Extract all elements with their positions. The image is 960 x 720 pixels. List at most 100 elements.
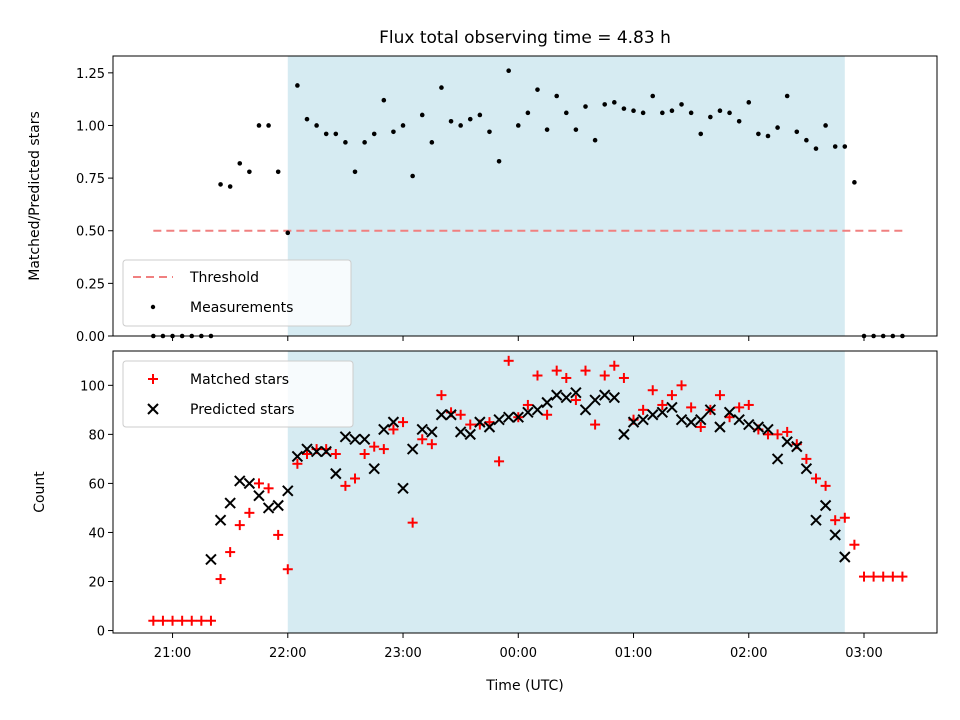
- matched-star-point: [830, 515, 841, 526]
- matched-star-point: [177, 615, 188, 626]
- cross-b: [253, 489, 265, 502]
- observing-window-shade: [287, 351, 845, 633]
- measurement-point: [496, 158, 502, 164]
- measurement-point: [391, 129, 396, 135]
- predicted-star-point: [282, 485, 294, 497]
- predicted-star-point: [810, 514, 822, 526]
- matched-star-point: [714, 390, 725, 401]
- measurement-point: [275, 169, 281, 175]
- measurement-point: [295, 83, 300, 88]
- predicted-star-point: [771, 453, 784, 465]
- predicted-star-point: [416, 423, 428, 436]
- measurement-point: [669, 108, 675, 114]
- predicted-star-point: [234, 475, 246, 487]
- matched-star-point: [599, 370, 610, 381]
- observing-window-shade: [287, 56, 845, 336]
- cross-b: [743, 418, 755, 431]
- cross-b: [454, 426, 467, 438]
- cross-b: [147, 403, 159, 415]
- time-x-axis-label: Time (UTC): [485, 678, 563, 694]
- cross-b: [282, 485, 294, 497]
- predicted-star-point: [205, 553, 217, 566]
- predicted-star-point: [368, 462, 380, 475]
- ratio-y-axis-label: Matched/Predicted stars: [27, 111, 43, 281]
- predicted-star-point: [378, 423, 390, 436]
- measurement-point: [602, 102, 608, 107]
- measurement-point: [314, 123, 319, 128]
- cross-b: [464, 428, 476, 441]
- predicted-star-point: [550, 389, 563, 401]
- predicted-star-point: [685, 416, 697, 428]
- measurement-point: [813, 146, 819, 151]
- predicted-star-point: [599, 389, 611, 401]
- matched-star-point: [205, 615, 216, 626]
- predicted-star-point: [762, 423, 774, 436]
- matched-star-point: [551, 365, 562, 376]
- measurement-point: [352, 169, 358, 175]
- cross-b: [839, 551, 851, 563]
- cross-b: [522, 406, 534, 419]
- ratio-y-tick-label: 1.25: [76, 67, 105, 82]
- measurement-point: [410, 173, 415, 179]
- legend-threshold-label: Threshold: [189, 270, 259, 286]
- legend-cross-marker: [147, 403, 159, 415]
- measurement-point: [650, 93, 656, 99]
- measurement-point: [832, 144, 838, 149]
- cross-b: [829, 529, 841, 541]
- matched-star-point: [350, 473, 361, 484]
- measurement-point: [756, 131, 761, 137]
- matched-star-point: [734, 402, 745, 413]
- ratio-panel: 0.00 0.25 0.50 0.75 1.00 1.25 Flux total obse…: [27, 28, 938, 345]
- predicted-star-point: [243, 477, 256, 490]
- matched-star-point: [897, 571, 908, 582]
- matched-star-point: [849, 539, 860, 550]
- matched-star-point: [426, 439, 437, 450]
- measurement-point: [640, 110, 646, 116]
- measurement-point: [487, 129, 492, 135]
- predicted-star-point: [704, 404, 717, 416]
- cross-b: [320, 445, 332, 458]
- predicted-star-point: [570, 386, 582, 399]
- measurement-point: [333, 131, 339, 137]
- measurement-point: [467, 116, 473, 122]
- cross-b: [387, 416, 400, 428]
- measurement-point: [794, 129, 800, 135]
- predicted-star-point: [800, 462, 813, 475]
- cross-b: [262, 502, 275, 514]
- predicted-star-point: [358, 433, 371, 445]
- cross-b: [349, 433, 361, 445]
- matched-star-point: [301, 448, 312, 459]
- cross-b: [733, 413, 745, 426]
- cross-b: [502, 411, 515, 423]
- predicted-star-point: [435, 409, 448, 421]
- measurement-point: [784, 93, 790, 99]
- measurement-point: [717, 108, 723, 114]
- matched-star-point: [859, 571, 870, 582]
- cross-b: [752, 421, 765, 433]
- measurement-point: [842, 144, 848, 149]
- cross-b: [647, 409, 659, 421]
- count-legend: Matched stars Predicted stars: [122, 360, 354, 428]
- measurement-point: [708, 114, 713, 120]
- measurement-point: [381, 97, 387, 103]
- matched-star-point: [503, 355, 514, 366]
- cross-b: [599, 389, 611, 401]
- matched-star-point: [590, 419, 601, 430]
- cross-b: [685, 416, 697, 428]
- predicted-star-point: [349, 433, 361, 445]
- predicted-star-point: [714, 421, 726, 433]
- cross-b: [234, 475, 246, 487]
- cross-b: [704, 404, 717, 416]
- predicted-star-point: [310, 445, 323, 458]
- cross-b: [397, 482, 409, 495]
- matched-star-point: [772, 429, 783, 440]
- cross-b: [695, 413, 707, 426]
- measurement-point: [804, 137, 809, 143]
- cross-b: [531, 404, 544, 416]
- predicted-star-point: [445, 409, 457, 421]
- cross-b: [330, 467, 342, 480]
- measurement-point: [736, 118, 742, 124]
- predicted-star-point: [666, 401, 678, 414]
- measurement-point: [583, 104, 588, 109]
